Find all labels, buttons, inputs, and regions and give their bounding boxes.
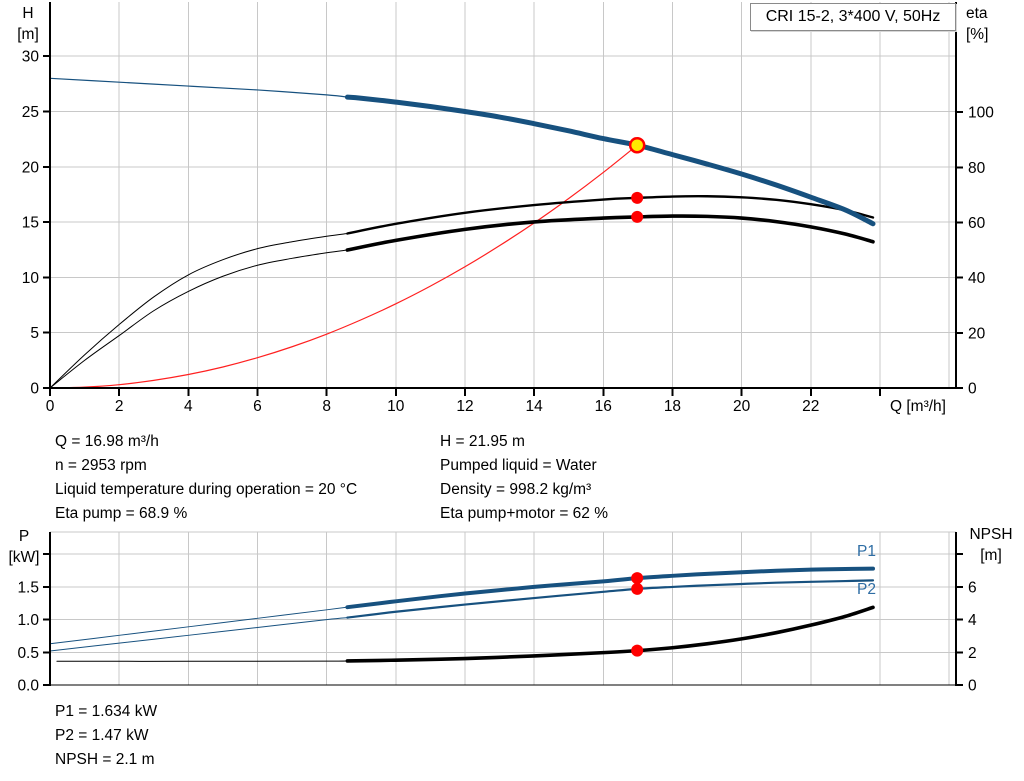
- right-axis-tick-label: 20: [968, 325, 986, 342]
- p2-series-label: P2: [857, 581, 876, 598]
- x-axis-tick-label: 14: [525, 398, 543, 415]
- left-axis-tick-label: 0: [30, 381, 39, 398]
- eta-pump-curve: [346, 194, 875, 235]
- left-axis-tick-label: 10: [22, 270, 40, 287]
- p1-series-label: P1: [857, 543, 876, 560]
- p-axis-unit: [kW]: [8, 549, 40, 566]
- npsh-axis-unit: [m]: [980, 547, 1002, 564]
- x-axis-tick-label: 0: [46, 398, 55, 415]
- eta-axis-unit: [%]: [966, 26, 989, 43]
- x-axis-title: Q [m³/h]: [890, 398, 946, 415]
- right-axis-tick-label: 80: [968, 160, 986, 177]
- npsh-axis-symbol: NPSH: [969, 526, 1013, 543]
- x-axis-tick-label: 6: [253, 398, 262, 415]
- info-eta-pump: Eta pump = 68.9 %: [55, 505, 188, 522]
- info-eta-pump-motor: Eta pump+motor = 62 %: [440, 505, 609, 522]
- npsh-axis-title: NPSH [m]: [960, 524, 1022, 566]
- eta-pump-motor-preliminary: [49, 249, 348, 389]
- left-axis-tick-label: 30: [22, 49, 40, 66]
- duty-point: [628, 136, 646, 154]
- p1-curve: [345, 566, 876, 610]
- right-axis-tick-label: 100: [968, 105, 994, 122]
- head-curve: [344, 94, 876, 227]
- power-npsh-chart: 0.0 0.5 1.0 1.5 0 2 4 6: [17, 531, 977, 695]
- p-axis-symbol: P: [18, 528, 30, 545]
- npsh-curve: [345, 605, 875, 663]
- left-axis-tick-label: 1.0: [17, 612, 39, 629]
- x-axis-tick-label: 12: [456, 398, 473, 415]
- chart-title-box: CRI 15-2, 3*400 V, 50Hz: [750, 3, 956, 31]
- left-axis-tick-label: 15: [22, 215, 39, 232]
- info-speed: n = 2953 rpm: [55, 457, 147, 474]
- eta-axis-title: eta [%]: [966, 3, 1018, 45]
- right-axis-tick-label: 6: [968, 579, 977, 596]
- info-liquid-temperature: Liquid temperature during operation = 20…: [55, 481, 358, 498]
- right-axis-tick-label: 40: [968, 270, 986, 287]
- eta-pump-preliminary: [49, 232, 348, 389]
- right-axis-tick-label: 4: [968, 612, 977, 629]
- info-flow: Q = 16.98 m³/h: [55, 433, 159, 450]
- eta-axis-symbol: eta: [966, 5, 988, 22]
- duty-info-right: H = 21.95 m Pumped liquid = Water Densit…: [440, 430, 608, 526]
- h-axis-symbol: H: [22, 5, 34, 22]
- head-curve-preliminary: [49, 77, 348, 98]
- p-axis-title: P [kW]: [2, 526, 46, 568]
- x-axis-tick-label: 18: [664, 398, 681, 415]
- h-axis-unit: [m]: [17, 26, 39, 43]
- x-axis-tick-label: 20: [733, 398, 751, 415]
- right-axis-tick-label: 2: [968, 645, 977, 662]
- duty-info-left: Q = 16.98 m³/h n = 2953 rpm Liquid tempe…: [55, 430, 357, 526]
- p2-preliminary: [49, 617, 348, 652]
- info-npsh: NPSH = 2.1 m: [55, 751, 155, 768]
- npsh-point: [631, 644, 644, 657]
- x-axis-tick-label: 10: [387, 398, 405, 415]
- info-density: Density = 998.2 kg/m³: [440, 481, 592, 498]
- eta-pump-motor-point: [631, 210, 644, 223]
- left-axis-tick-label: 0.0: [17, 678, 39, 695]
- p2-curve: [346, 579, 875, 619]
- right-axis-tick-label: 60: [968, 215, 986, 232]
- left-axis-tick-label: 25: [22, 104, 39, 121]
- left-axis-tick-label: 5: [30, 325, 39, 342]
- x-axis-tick-label: 8: [322, 398, 331, 415]
- info-pumped-liquid: Pumped liquid = Water: [440, 457, 597, 474]
- right-axis-tick-label: 0: [968, 381, 977, 398]
- p1-preliminary: [49, 606, 348, 645]
- x-axis-tick-label: 2: [115, 398, 124, 415]
- system-curve: [49, 144, 638, 389]
- eta-pump-motor-curve: [345, 214, 875, 252]
- left-axis-tick-label: 20: [22, 159, 40, 176]
- x-axis-tick-label: 16: [595, 398, 612, 415]
- x-axis-tick-label: 22: [802, 398, 819, 415]
- x-axis-tick-label: 4: [184, 398, 193, 415]
- info-p2: P2 = 1.47 kW: [55, 727, 149, 744]
- h-axis-title: H [m]: [6, 3, 50, 45]
- right-axis-tick-label: 0: [968, 678, 977, 695]
- hq-eta-chart: 0 5 10 15 20 25 30 0 20 40 60 80 100 0 2 4 6 8 10 12 14 16 18 2…: [22, 2, 994, 415]
- power-info: P1 = 1.634 kW P2 = 1.47 kW NPSH = 2.1 m: [55, 700, 157, 772]
- left-axis-tick-label: 1.5: [17, 579, 39, 596]
- info-p1: P1 = 1.634 kW: [55, 703, 158, 720]
- eta-pump-point: [631, 191, 644, 204]
- p1-point: [631, 572, 644, 585]
- p2-point: [631, 582, 644, 595]
- info-head: H = 21.95 m: [440, 433, 525, 450]
- left-axis-tick-label: 0.5: [17, 645, 39, 662]
